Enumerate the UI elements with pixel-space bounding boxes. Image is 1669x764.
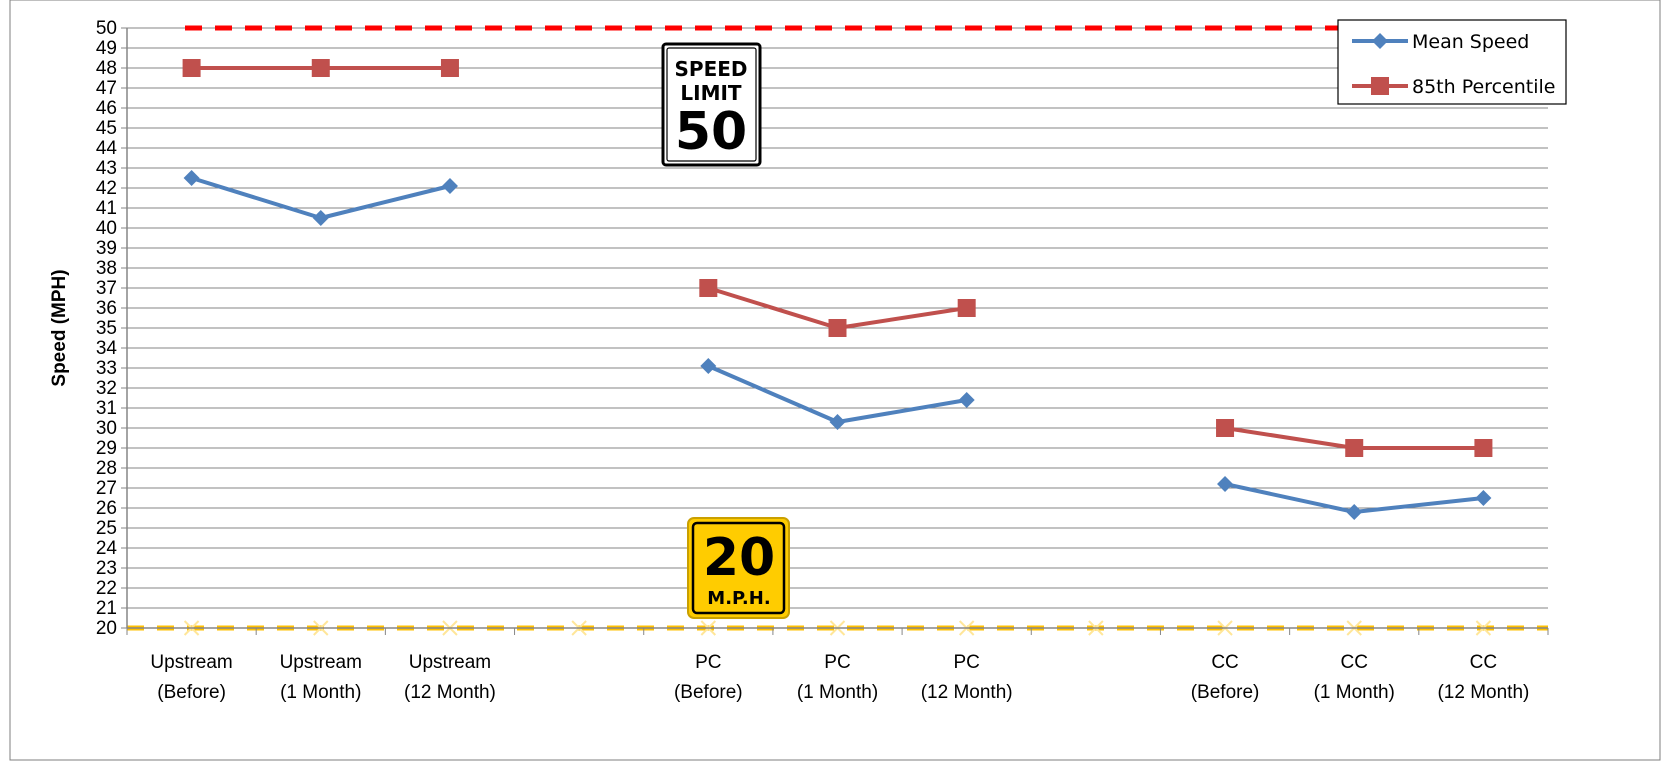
y-tick-label: 41 <box>96 198 117 219</box>
speed-limit-line2: LIMIT <box>680 81 742 105</box>
y-tick-label: 46 <box>96 98 117 119</box>
legend-item-85th-percentile: 85th Percentile <box>1352 76 1555 98</box>
y-tick-label: 35 <box>96 318 117 339</box>
y-tick-label: 33 <box>96 358 117 379</box>
x-tick-labels: Upstream (Before) Upstream (1 Month) Upstrea… <box>150 652 1529 703</box>
y-tick-label: 32 <box>96 378 117 399</box>
speed-limit-number: 50 <box>675 102 747 162</box>
gridlines <box>127 27 1548 629</box>
advisory-number: 20 <box>703 528 775 588</box>
legend-item-mean-speed: Mean Speed <box>1352 31 1529 53</box>
x-tick-label: PC (Before) <box>674 652 743 703</box>
data-point-85th-percentile <box>957 299 976 317</box>
data-point-mean-speed <box>1475 490 1492 506</box>
y-tick-label: 45 <box>96 118 117 139</box>
y-tick-labels: 2021222324252627282930313233343536373839… <box>96 18 118 639</box>
legend: Mean Speed 85th Percentile <box>1337 19 1567 105</box>
x-tick-label: PC (12 Month) <box>921 652 1013 703</box>
y-tick-label: 30 <box>96 418 117 439</box>
y-tick-label: 34 <box>96 338 118 359</box>
data-point-85th-percentile <box>1474 439 1493 457</box>
x-tick-label: Upstream (Before) <box>150 652 232 703</box>
y-tick-label: 29 <box>96 438 117 459</box>
x-tick-label: Upstream (12 Month) <box>404 652 496 703</box>
y-tick-label: 44 <box>96 138 118 159</box>
series-layer <box>182 59 1493 520</box>
y-tick-label: 38 <box>96 258 117 279</box>
speed-limit-sign: SPEED LIMIT 50 <box>661 42 762 167</box>
data-point-85th-percentile <box>182 59 201 77</box>
y-tick-label: 37 <box>96 278 117 299</box>
x-tick-label: Upstream (1 Month) <box>280 652 362 703</box>
y-tick-label: 49 <box>96 38 117 59</box>
y-tick-label: 20 <box>96 618 117 639</box>
x-tick-label: PC (1 Month) <box>797 652 878 703</box>
data-point-85th-percentile <box>1345 439 1364 457</box>
speed-limit-line1: SPEED <box>675 57 748 81</box>
data-point-mean-speed <box>312 210 329 226</box>
y-tick-label: 24 <box>96 538 118 559</box>
x-tick-label: CC (1 Month) <box>1314 652 1395 703</box>
y-tick-label: 31 <box>96 398 117 419</box>
y-tick-label: 50 <box>96 18 117 39</box>
legend-diamond-marker <box>1372 33 1388 49</box>
y-tick-label: 25 <box>96 518 117 539</box>
y-tick-label: 22 <box>96 578 117 599</box>
y-tick-label: 48 <box>96 58 117 79</box>
data-point-mean-speed <box>829 414 846 430</box>
data-point-mean-speed <box>183 170 200 186</box>
chart-border <box>9 0 1661 761</box>
y-tick-label: 42 <box>96 178 117 199</box>
advisory-speed-sign: 20 M.P.H. <box>687 517 790 619</box>
legend-square-marker <box>1371 77 1389 95</box>
data-point-mean-speed <box>1346 504 1363 520</box>
legend-label-85th-percentile: 85th Percentile <box>1412 76 1555 98</box>
y-tick-label: 27 <box>96 478 117 499</box>
data-point-85th-percentile <box>311 59 330 77</box>
data-point-85th-percentile <box>1216 419 1235 437</box>
legend-label-mean-speed: Mean Speed <box>1412 31 1529 53</box>
data-point-mean-speed <box>1217 476 1234 492</box>
y-tick-label: 40 <box>96 218 117 239</box>
axes <box>121 27 1549 635</box>
y-tick-label: 23 <box>96 558 117 579</box>
data-point-85th-percentile <box>828 319 847 337</box>
data-point-mean-speed <box>700 358 717 374</box>
x-tick-label: CC (Before) <box>1191 652 1260 703</box>
y-tick-label: 47 <box>96 78 117 99</box>
data-point-85th-percentile <box>440 59 459 77</box>
y-tick-label: 28 <box>96 458 117 479</box>
data-point-mean-speed <box>441 178 458 194</box>
y-tick-label: 43 <box>96 158 117 179</box>
data-point-85th-percentile <box>699 279 718 297</box>
x-tick-label: CC (12 Month) <box>1437 652 1529 703</box>
advisory-unit: M.P.H. <box>707 588 770 609</box>
y-tick-label: 39 <box>96 238 117 259</box>
y-axis-title: Speed (MPH) <box>49 269 70 386</box>
y-tick-label: 36 <box>96 298 117 319</box>
data-point-mean-speed <box>958 392 975 408</box>
y-tick-label: 21 <box>96 598 117 619</box>
y-tick-label: 26 <box>96 498 117 519</box>
